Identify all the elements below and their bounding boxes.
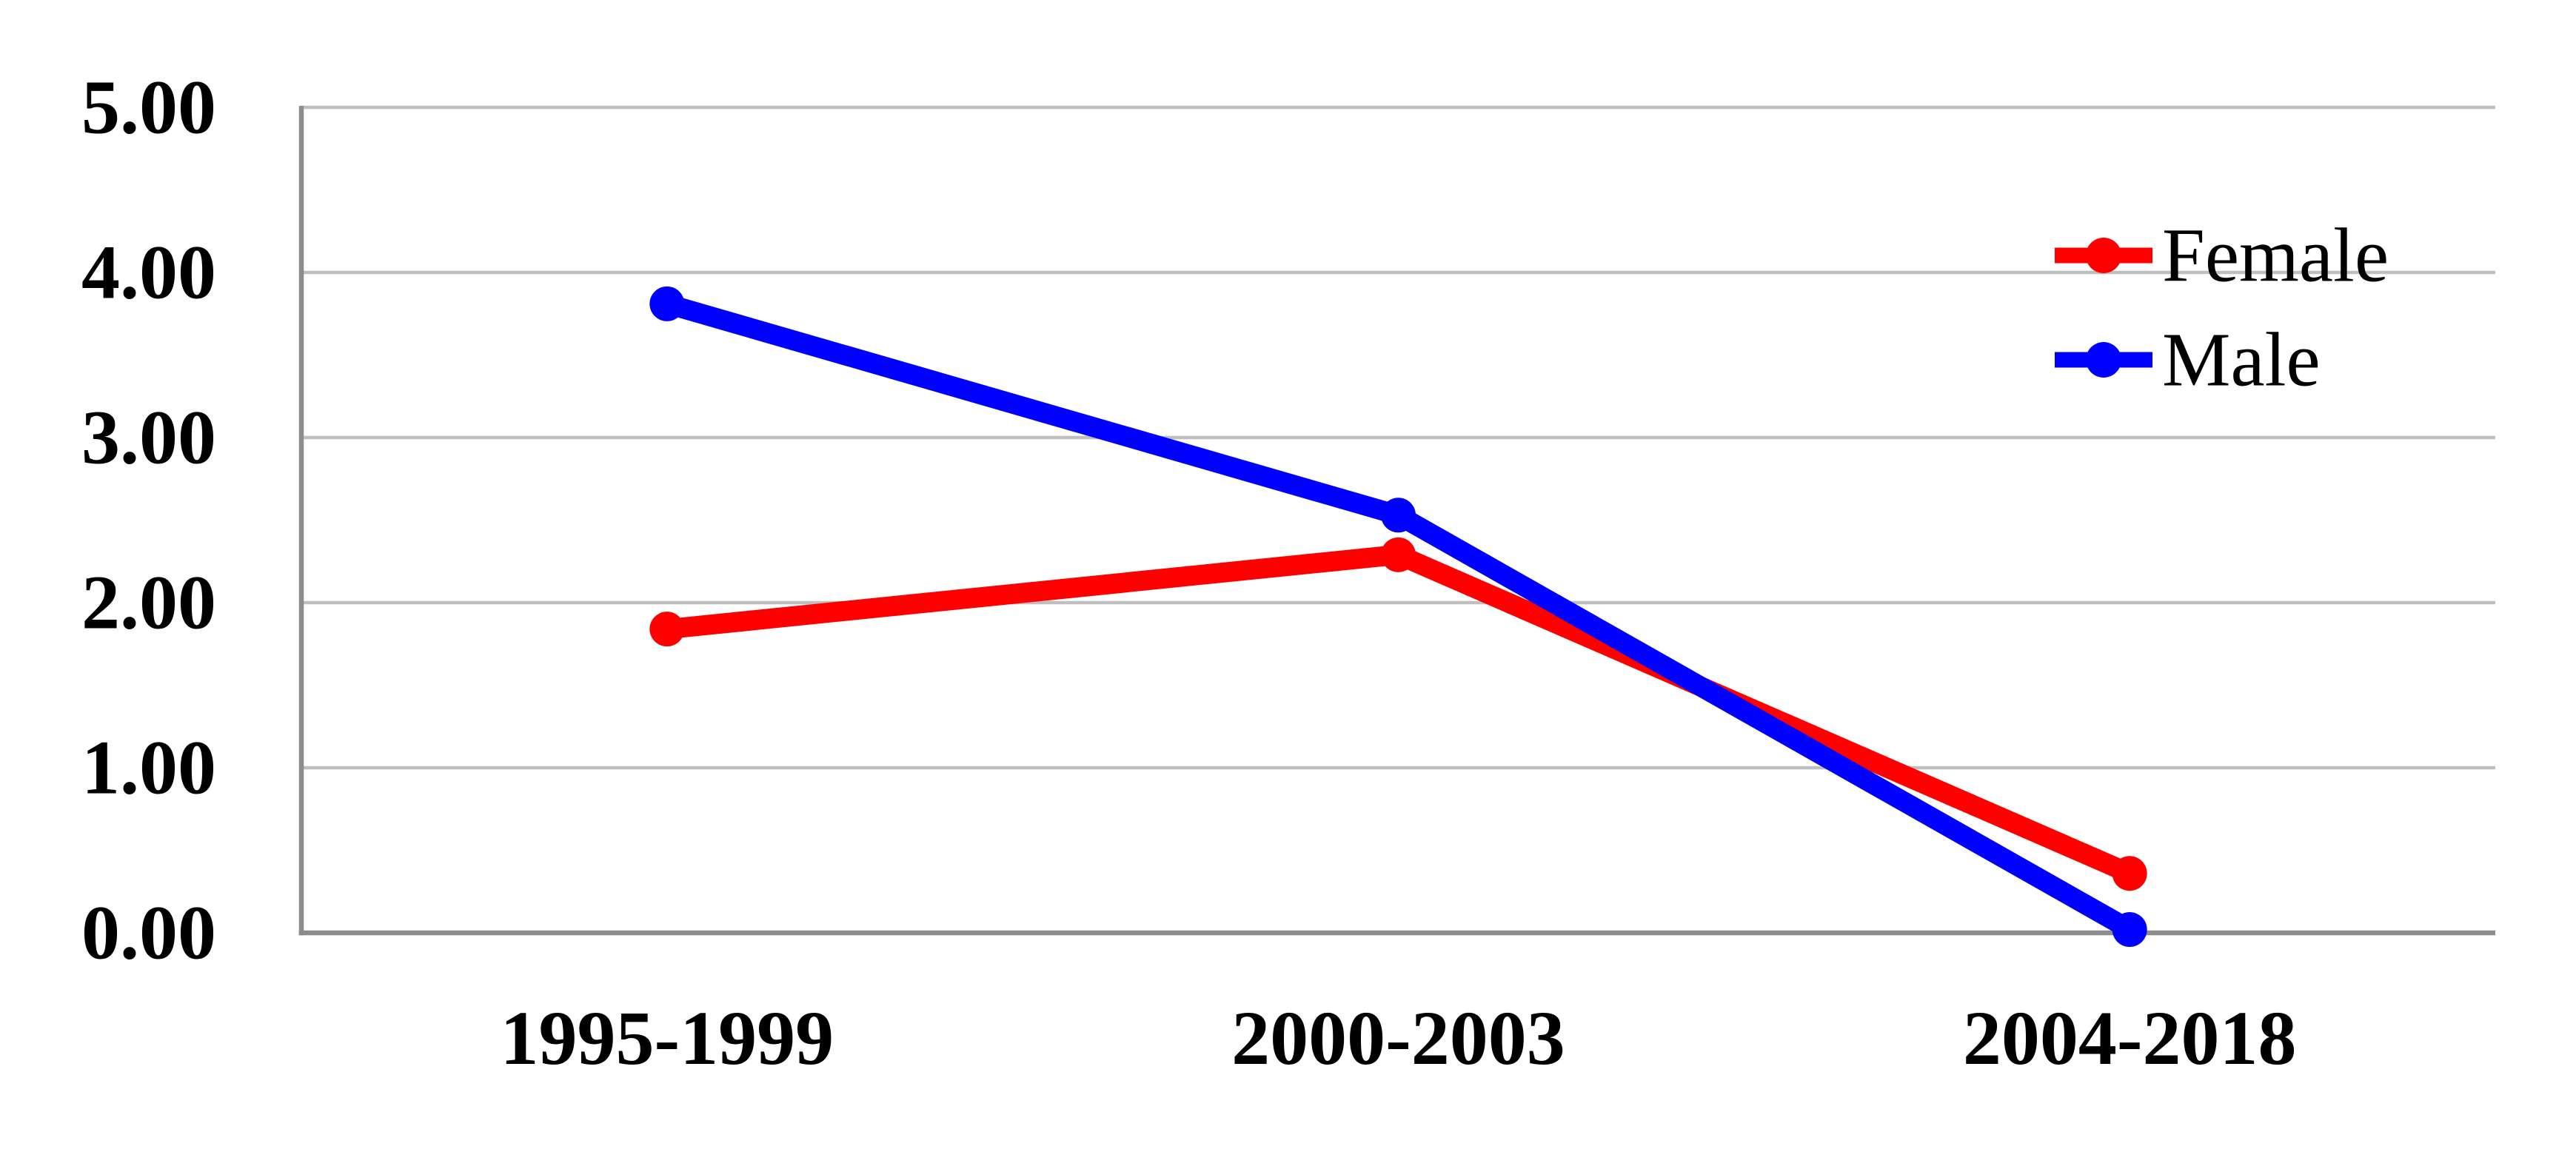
legend-label-male: Male — [2162, 318, 2321, 403]
y-tick-label: 0.00 — [81, 891, 216, 976]
legend: Female Male — [2055, 213, 2389, 403]
x-tick-label: 2000-2003 — [1231, 996, 1565, 1081]
legend-item-female: Female — [2055, 213, 2389, 298]
data-point-marker-female — [1381, 537, 1416, 572]
legend-item-male: Male — [2055, 318, 2321, 403]
y-tick-label: 3.00 — [81, 395, 216, 480]
legend-label-female: Female — [2162, 213, 2389, 298]
gridlines — [301, 105, 2495, 770]
data-point-marker-male — [2112, 912, 2147, 948]
legend-marker-male — [2086, 342, 2121, 378]
data-point-marker-male — [649, 286, 685, 321]
y-tick-label: 1.00 — [81, 726, 216, 811]
legend-marker-female — [2086, 238, 2121, 273]
y-tick-label: 2.00 — [81, 560, 216, 646]
y-tick-label: 4.00 — [81, 230, 216, 315]
x-tick-label: 2004-2018 — [1963, 996, 2297, 1081]
y-tick-label: 5.00 — [81, 65, 216, 150]
data-point-marker-male — [1381, 498, 1416, 533]
series-plot — [649, 286, 2147, 948]
x-axis-labels: 1995-1999 2000-2003 2004-2018 — [501, 996, 2297, 1081]
y-axis-labels: 0.00 1.00 2.00 3.00 4.00 5.00 — [81, 65, 216, 976]
x-tick-label: 1995-1999 — [501, 996, 834, 1081]
data-point-marker-female — [649, 612, 685, 647]
data-point-marker-female — [2112, 856, 2147, 891]
